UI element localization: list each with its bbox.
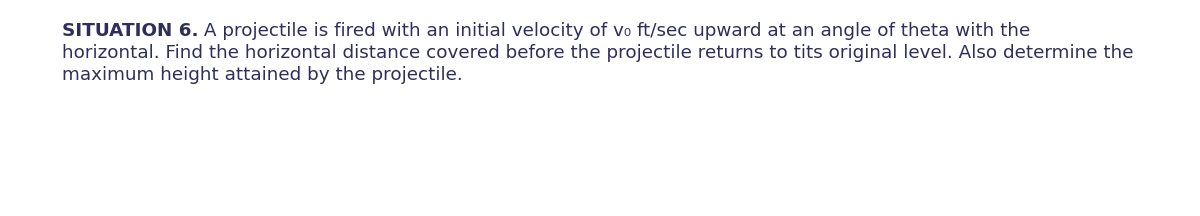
Text: A projectile is fired with an initial velocity of v₀ ft/sec upward at an angle o: A projectile is fired with an initial ve…: [198, 22, 1031, 40]
Text: SITUATION 6.: SITUATION 6.: [62, 22, 198, 40]
Text: horizontal. Find the horizontal distance covered before the projectile returns t: horizontal. Find the horizontal distance…: [62, 44, 1134, 62]
Text: maximum height attained by the projectile.: maximum height attained by the projectil…: [62, 66, 463, 84]
